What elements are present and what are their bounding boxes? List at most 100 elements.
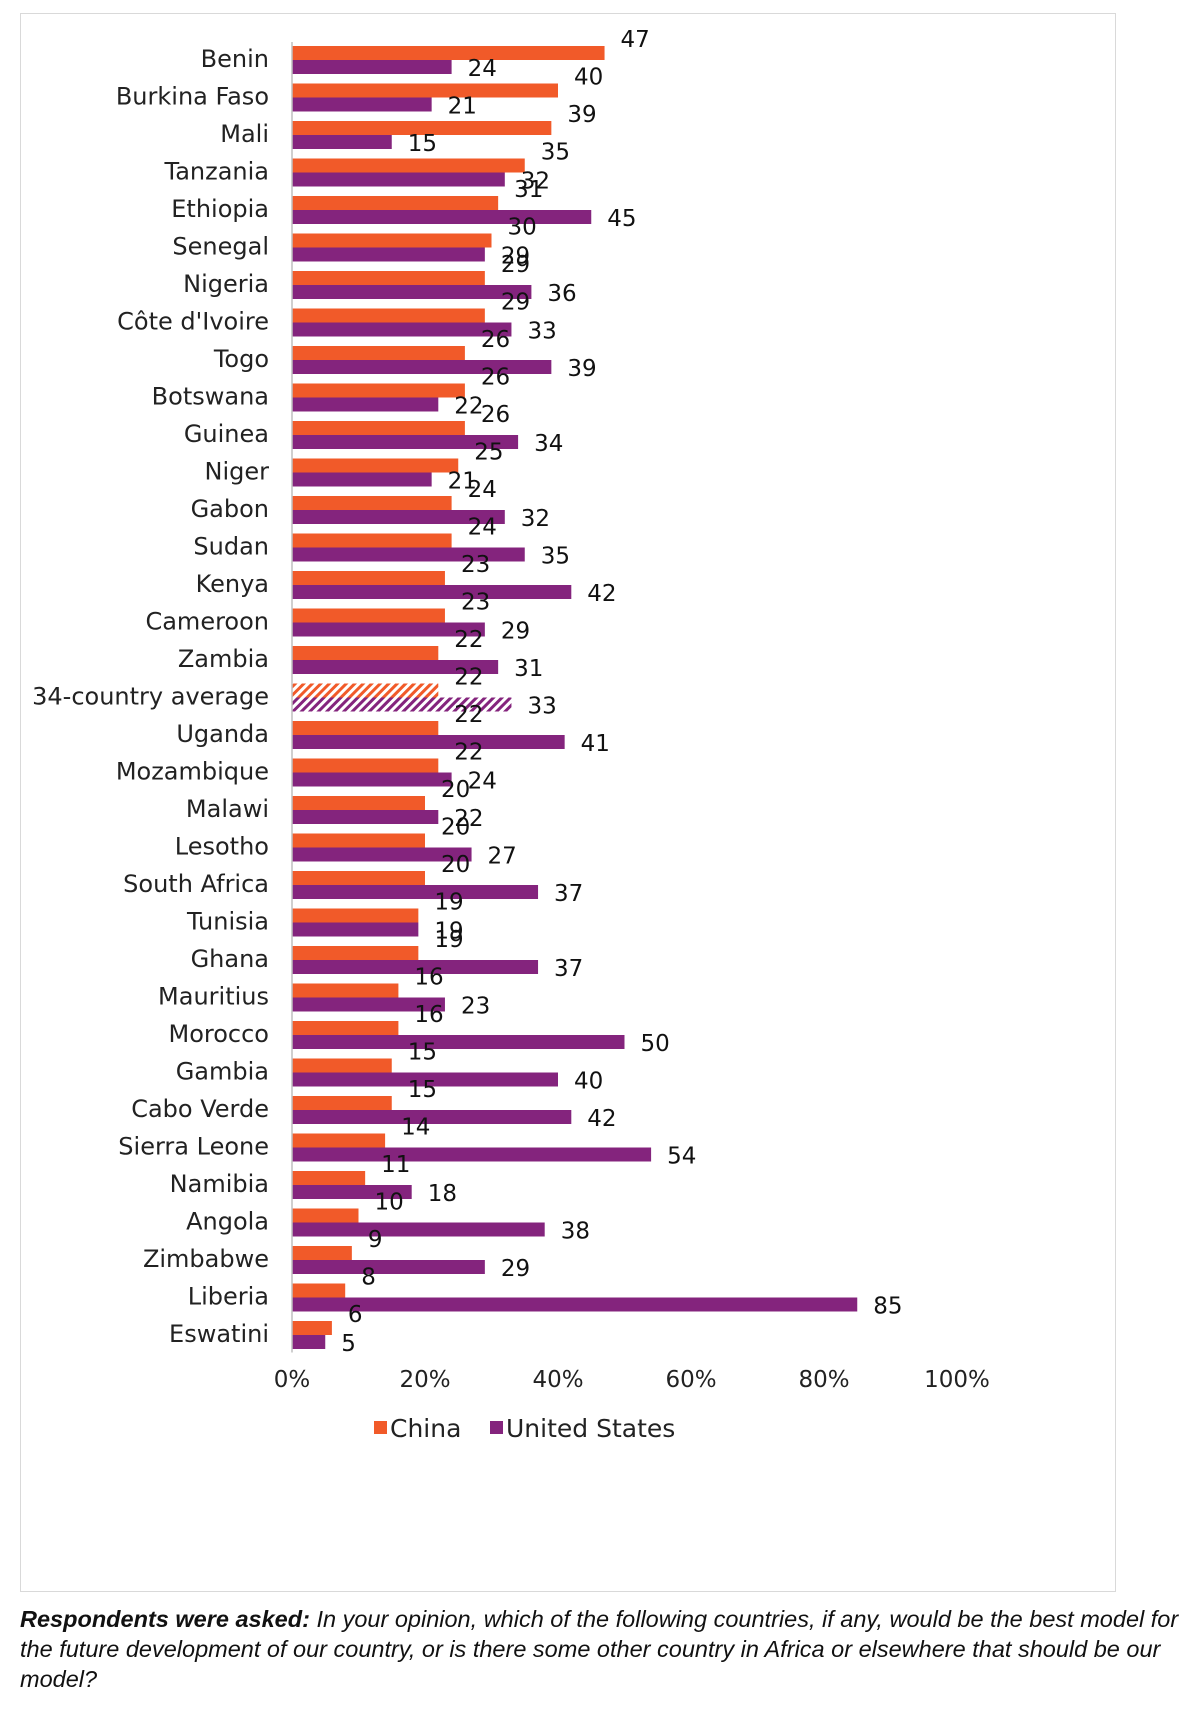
category-label-guinea: Guinea: [184, 420, 269, 448]
data-label-united-states-cabo-verde: 42: [587, 1106, 616, 1132]
bar-china-namibia: [292, 1171, 366, 1185]
bar-united-states-ghana: [292, 960, 539, 974]
data-label-china-botswana: 26: [481, 365, 510, 391]
bar-united-states-eswatini: [292, 1335, 326, 1349]
bar-united-states-nigeria: [292, 285, 532, 299]
category-label-togo: Togo: [213, 345, 269, 373]
category-label-malawi: Malawi: [186, 795, 269, 823]
category-label-niger: Niger: [205, 458, 270, 486]
category-label-liberia: Liberia: [188, 1283, 269, 1311]
data-label-united-states-senegal: 29: [501, 244, 530, 270]
data-label-china-ghana: 19: [434, 927, 463, 953]
data-label-china-malawi: 20: [441, 777, 470, 803]
bar-united-states-34-country-average: [292, 697, 512, 712]
data-label-united-states-namibia: 18: [428, 1181, 457, 1207]
category-label-kenya: Kenya: [196, 570, 269, 598]
bar-united-states-gambia: [292, 1072, 558, 1087]
data-label-united-states-mauritius: 23: [461, 994, 490, 1020]
bar-united-states-angola: [292, 1222, 545, 1237]
data-label-united-states-lesotho: 27: [488, 844, 517, 870]
category-label-sudan: Sudan: [193, 533, 269, 561]
bar-china-tanzania: [292, 158, 525, 173]
bar-united-states-togo: [292, 360, 552, 374]
data-label-china-togo: 26: [481, 327, 510, 353]
bar-united-states-liberia: [292, 1297, 858, 1312]
bar-united-states-cameroon: [292, 622, 485, 637]
bar-united-states-morocco: [292, 1035, 625, 1049]
bar-china-uganda: [292, 721, 439, 735]
chart-frame: Benin 47 24 Burkina Faso 40 21 Mali 39 15 Tanzani…: [20, 13, 1116, 1592]
category-label-gabon: Gabon: [191, 495, 269, 523]
data-label-united-states-niger: 21: [448, 469, 477, 495]
data-label-china-mauritius: 16: [414, 965, 443, 991]
data-label-united-states-sudan: 35: [541, 544, 570, 570]
data-label-united-states-mali: 15: [408, 131, 437, 157]
bar-united-states-zambia: [292, 660, 499, 674]
category-label-ethiopia: Ethiopia: [171, 195, 269, 223]
x-tick-label: 80%: [798, 1367, 849, 1393]
category-label-ghana: Ghana: [191, 945, 269, 973]
bar-united-states-burkina-faso: [292, 97, 432, 112]
footnote-text: In your opinion, which of the following …: [20, 1606, 1179, 1692]
bar-united-states-guinea: [292, 435, 519, 449]
bar-china-mauritius: [292, 983, 399, 998]
data-label-united-states-gambia: 40: [574, 1069, 603, 1095]
data-label-china-ethiopia: 31: [514, 177, 543, 203]
category-label-benin: Benin: [201, 45, 269, 73]
data-label-united-states-angola: 38: [561, 1219, 590, 1245]
bar-united-states-lesotho: [292, 847, 472, 862]
x-tick-label: 20%: [399, 1367, 450, 1393]
bar-china-niger: [292, 458, 459, 473]
category-label-senegal: Senegal: [172, 233, 269, 261]
data-label-united-states-liberia: 85: [873, 1294, 902, 1320]
data-label-united-states-botswana: 22: [454, 394, 483, 420]
bar-china-burkina-faso: [292, 83, 558, 98]
data-label-united-states-gabon: 32: [521, 506, 550, 532]
bar-united-states-malawi: [292, 810, 439, 824]
bar-china-cameroon: [292, 608, 445, 623]
data-label-china-senegal: 30: [508, 215, 537, 241]
data-label-united-states-togo: 39: [567, 356, 596, 382]
bar-united-states-mali: [292, 135, 392, 149]
data-label-china-tanzania: 35: [541, 140, 570, 166]
bar-chart: Benin 47 24 Burkina Faso 40 21 Mali 39 15 Tanzani…: [32, 27, 990, 1443]
legend-label-united-states: United States: [506, 1414, 675, 1443]
data-label-united-states-cameroon: 29: [501, 619, 530, 645]
legend-swatch-united-states: [490, 1421, 503, 1434]
bar-china-kenya: [292, 571, 445, 585]
bar-united-states-ethiopia: [292, 210, 592, 224]
category-label-south-africa: South Africa: [123, 870, 269, 898]
bar-china-c-te-d-ivoire: [292, 308, 485, 323]
category-label-nigeria: Nigeria: [183, 270, 269, 298]
category-label-uganda: Uganda: [176, 720, 269, 748]
bar-china-guinea: [292, 421, 465, 435]
bar-united-states-sierra-leone: [292, 1147, 652, 1162]
data-label-china-c-te-d-ivoire: 29: [501, 290, 530, 316]
data-label-china-lesotho: 20: [441, 815, 470, 841]
category-label-mauritius: Mauritius: [158, 983, 269, 1011]
category-label-eswatini: Eswatini: [169, 1320, 269, 1348]
category-label-namibia: Namibia: [170, 1170, 269, 1198]
data-label-china-gambia: 15: [408, 1040, 437, 1066]
bar-china-liberia: [292, 1283, 346, 1298]
data-label-china-guinea: 26: [481, 402, 510, 428]
data-label-united-states-34-country-average: 33: [527, 694, 556, 720]
bar-china-gabon: [292, 496, 452, 510]
x-tick-label: 0%: [274, 1367, 311, 1393]
category-label-zambia: Zambia: [178, 645, 269, 673]
data-label-china-mozambique: 22: [454, 740, 483, 766]
data-label-china-burkina-faso: 40: [574, 65, 603, 91]
category-label-zimbabwe: Zimbabwe: [143, 1245, 269, 1273]
category-label-34-country-average: 34-country average: [32, 683, 269, 711]
bar-china-gambia: [292, 1058, 392, 1073]
bar-china-lesotho: [292, 833, 425, 848]
data-label-china-cabo-verde: 15: [408, 1077, 437, 1103]
data-label-united-states-zambia: 31: [514, 656, 543, 682]
bar-china-sierra-leone: [292, 1133, 386, 1148]
data-label-united-states-morocco: 50: [641, 1031, 670, 1057]
data-label-united-states-benin: 24: [468, 56, 497, 82]
bar-china-nigeria: [292, 271, 485, 285]
data-label-united-states-uganda: 41: [581, 731, 610, 757]
category-label-tanzania: Tanzania: [164, 158, 270, 186]
data-label-united-states-ethiopia: 45: [607, 206, 636, 232]
